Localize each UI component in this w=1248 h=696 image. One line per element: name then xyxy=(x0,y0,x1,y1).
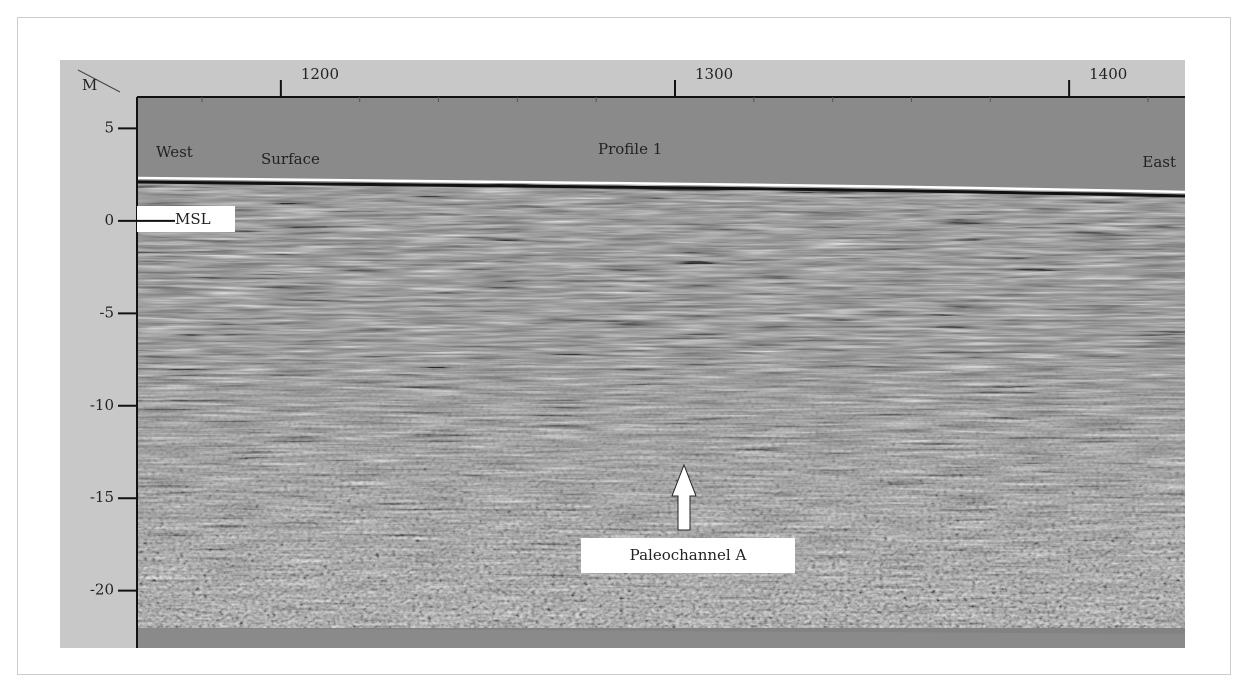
x-tick-label: 1400 xyxy=(1089,65,1127,83)
left-panel xyxy=(60,60,137,648)
annotation: MSL xyxy=(175,210,211,228)
y-tick-label: -20 xyxy=(90,581,114,599)
chart-title: Profile 1 xyxy=(598,140,662,158)
annotation: East xyxy=(1142,153,1176,171)
y-tick-label: -5 xyxy=(99,303,114,321)
annotation: Paleochannel A xyxy=(630,546,747,564)
y-axis-label: M xyxy=(82,76,97,94)
y-tick-label: 5 xyxy=(104,118,114,136)
annotation: Surface xyxy=(261,150,320,168)
y-tick-label: 0 xyxy=(104,211,114,229)
y-tick-label: -10 xyxy=(90,396,114,414)
x-tick-label: 1200 xyxy=(301,65,339,83)
figure: M Profile 1 West Surface East MSL Paleoc… xyxy=(0,0,1248,692)
x-tick-label: 1300 xyxy=(695,65,733,83)
top-panel xyxy=(137,60,1185,97)
annotation: West xyxy=(156,143,193,161)
y-tick-label: -15 xyxy=(90,488,114,506)
